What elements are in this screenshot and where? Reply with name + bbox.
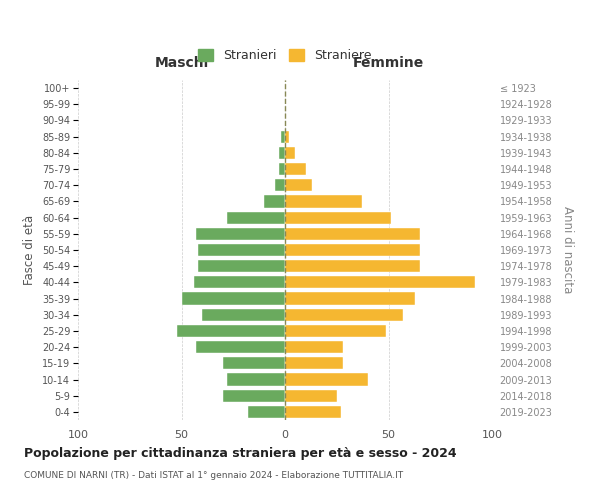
- Bar: [281, 130, 285, 142]
- Bar: [285, 260, 419, 272]
- Y-axis label: Anni di nascita: Anni di nascita: [561, 206, 574, 294]
- Bar: [223, 358, 285, 370]
- Bar: [285, 341, 343, 353]
- Bar: [285, 406, 341, 418]
- Bar: [285, 244, 419, 256]
- Bar: [227, 374, 285, 386]
- Bar: [202, 308, 285, 321]
- Bar: [285, 292, 415, 304]
- Bar: [285, 374, 368, 386]
- Bar: [285, 308, 403, 321]
- Bar: [285, 179, 312, 192]
- Bar: [265, 196, 285, 207]
- Bar: [285, 325, 386, 337]
- Bar: [182, 292, 285, 304]
- Bar: [196, 228, 285, 240]
- Legend: Stranieri, Straniere: Stranieri, Straniere: [194, 46, 376, 66]
- Bar: [279, 147, 285, 159]
- Bar: [178, 325, 285, 337]
- Bar: [285, 147, 295, 159]
- Bar: [223, 390, 285, 402]
- Bar: [196, 341, 285, 353]
- Text: Femmine: Femmine: [353, 56, 424, 70]
- Bar: [285, 390, 337, 402]
- Y-axis label: Fasce di età: Fasce di età: [23, 215, 37, 285]
- Bar: [227, 212, 285, 224]
- Bar: [194, 276, 285, 288]
- Text: Maschi: Maschi: [154, 56, 209, 70]
- Bar: [198, 260, 285, 272]
- Bar: [285, 196, 362, 207]
- Bar: [275, 179, 285, 192]
- Bar: [285, 358, 343, 370]
- Text: COMUNE DI NARNI (TR) - Dati ISTAT al 1° gennaio 2024 - Elaborazione TUTTITALIA.I: COMUNE DI NARNI (TR) - Dati ISTAT al 1° …: [24, 471, 403, 480]
- Bar: [285, 130, 289, 142]
- Text: Popolazione per cittadinanza straniera per età e sesso - 2024: Popolazione per cittadinanza straniera p…: [24, 448, 457, 460]
- Bar: [285, 276, 475, 288]
- Bar: [285, 228, 419, 240]
- Bar: [279, 163, 285, 175]
- Bar: [198, 244, 285, 256]
- Bar: [285, 163, 306, 175]
- Bar: [248, 406, 285, 418]
- Bar: [285, 212, 391, 224]
